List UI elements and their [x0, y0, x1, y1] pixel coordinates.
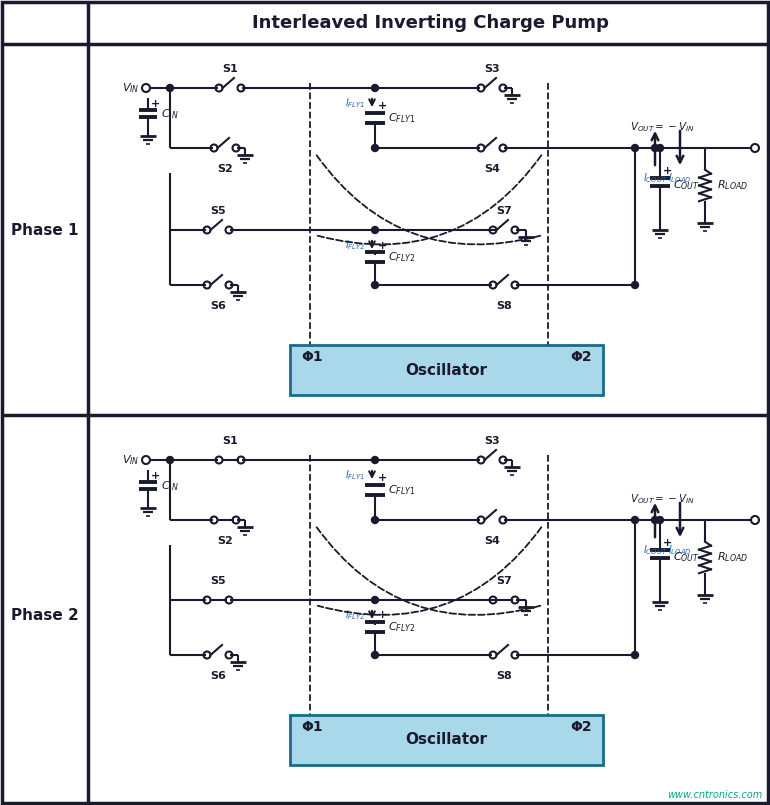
- Text: $I_{FLY2}$: $I_{FLY2}$: [345, 608, 365, 622]
- Text: S5: S5: [210, 206, 226, 216]
- Text: S2: S2: [217, 536, 233, 546]
- Text: Φ1: Φ1: [301, 350, 323, 364]
- Text: $C_{OUT}$: $C_{OUT}$: [673, 550, 700, 564]
- Text: +: +: [378, 241, 387, 250]
- Circle shape: [371, 226, 379, 233]
- Text: $V_{OUT}=-V_{IN}$: $V_{OUT}=-V_{IN}$: [630, 120, 695, 134]
- Text: S8: S8: [496, 671, 512, 681]
- Text: +: +: [663, 166, 672, 176]
- Text: S5: S5: [210, 576, 226, 586]
- Circle shape: [371, 456, 379, 464]
- Text: +: +: [663, 538, 672, 548]
- Circle shape: [371, 517, 379, 523]
- Text: $C_{IN}$: $C_{IN}$: [161, 107, 179, 121]
- Circle shape: [657, 517, 664, 523]
- Text: $V_{IN}$: $V_{IN}$: [122, 81, 140, 95]
- Text: $C_{IN}$: $C_{IN}$: [161, 479, 179, 493]
- Text: $C_{OUT}$: $C_{OUT}$: [673, 178, 700, 192]
- Circle shape: [371, 85, 379, 92]
- Text: $I_{COUT}$: $I_{COUT}$: [643, 171, 668, 185]
- Text: +: +: [151, 99, 160, 109]
- Circle shape: [371, 145, 379, 151]
- FancyBboxPatch shape: [290, 715, 603, 765]
- Circle shape: [166, 456, 173, 464]
- Text: $I_{FLY1}$: $I_{FLY1}$: [345, 468, 365, 482]
- Text: $C_{FLY2}$: $C_{FLY2}$: [388, 250, 416, 264]
- Text: Interleaved Inverting Charge Pump: Interleaved Inverting Charge Pump: [252, 14, 608, 32]
- Text: $V_{OUT}=-V_{IN}$: $V_{OUT}=-V_{IN}$: [630, 492, 695, 506]
- Circle shape: [657, 145, 664, 151]
- Text: S4: S4: [484, 536, 500, 546]
- Text: S3: S3: [484, 436, 500, 446]
- Text: +: +: [378, 101, 387, 111]
- Text: S3: S3: [484, 64, 500, 74]
- Text: +: +: [378, 610, 387, 621]
- Text: $V_{IN}$: $V_{IN}$: [122, 453, 140, 467]
- Text: $I_{FLY1}$: $I_{FLY1}$: [345, 96, 365, 110]
- Circle shape: [651, 517, 658, 523]
- Circle shape: [651, 145, 658, 151]
- Text: $C_{FLY1}$: $C_{FLY1}$: [388, 111, 416, 125]
- Text: S7: S7: [496, 576, 512, 586]
- Circle shape: [371, 282, 379, 288]
- Text: $R_{LOAD}$: $R_{LOAD}$: [717, 179, 748, 192]
- Circle shape: [631, 651, 638, 658]
- Text: +: +: [151, 471, 160, 481]
- Text: Phase 2: Phase 2: [11, 608, 79, 622]
- Text: $I_{COUT}$: $I_{COUT}$: [643, 543, 668, 557]
- Text: $R_{LOAD}$: $R_{LOAD}$: [717, 551, 748, 564]
- Circle shape: [631, 517, 638, 523]
- Text: S7: S7: [496, 206, 512, 216]
- Text: Φ1: Φ1: [301, 720, 323, 734]
- Text: S4: S4: [484, 164, 500, 174]
- Text: S1: S1: [222, 64, 238, 74]
- Text: S6: S6: [210, 301, 226, 311]
- Text: Phase 1: Phase 1: [12, 222, 79, 237]
- Text: Φ2: Φ2: [571, 350, 592, 364]
- Text: S6: S6: [210, 671, 226, 681]
- Circle shape: [371, 651, 379, 658]
- Text: $I_{FLY2}$: $I_{FLY2}$: [345, 238, 365, 252]
- Text: S1: S1: [222, 436, 238, 446]
- Circle shape: [371, 597, 379, 604]
- Text: $I_{LOAD}$: $I_{LOAD}$: [668, 543, 691, 557]
- Text: S2: S2: [217, 164, 233, 174]
- Text: S8: S8: [496, 301, 512, 311]
- Text: Oscillator: Oscillator: [406, 362, 487, 378]
- Text: $C_{FLY1}$: $C_{FLY1}$: [388, 483, 416, 497]
- Text: $I_{LOAD}$: $I_{LOAD}$: [668, 171, 691, 185]
- Text: www.cntronics.com: www.cntronics.com: [667, 790, 762, 800]
- Circle shape: [631, 282, 638, 288]
- Text: Oscillator: Oscillator: [406, 733, 487, 748]
- Text: +: +: [378, 473, 387, 483]
- Text: $C_{FLY2}$: $C_{FLY2}$: [388, 621, 416, 634]
- Text: Φ2: Φ2: [571, 720, 592, 734]
- Circle shape: [166, 85, 173, 92]
- Circle shape: [631, 145, 638, 151]
- FancyBboxPatch shape: [290, 345, 603, 395]
